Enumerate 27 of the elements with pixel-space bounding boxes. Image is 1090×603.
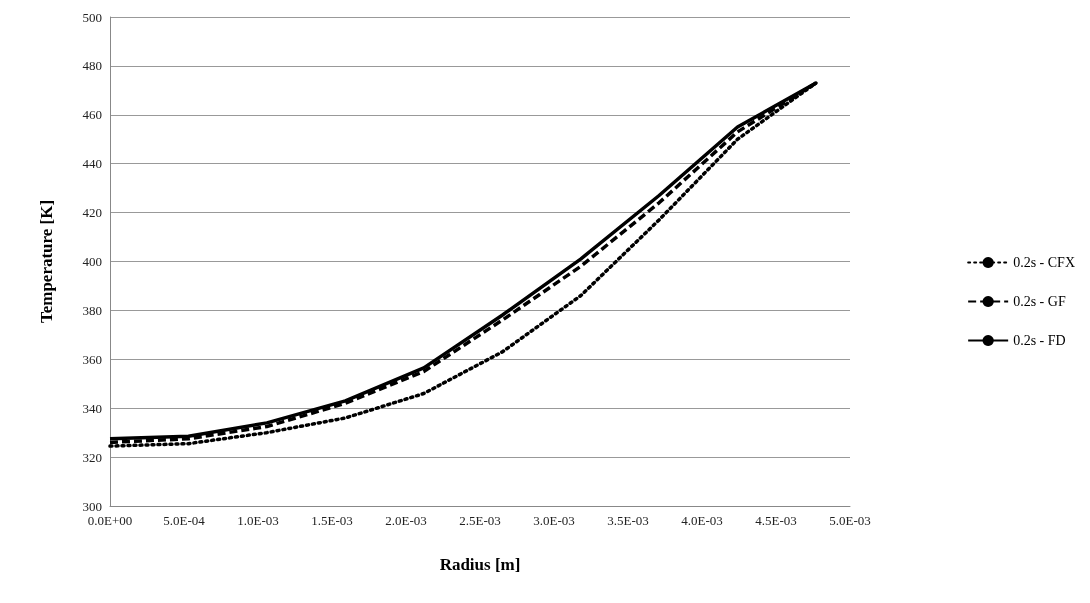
x-tick-label: 5.0E-04: [163, 513, 206, 528]
y-tick-label: 300: [82, 498, 102, 514]
x-tick-label: 3.0E-03: [533, 513, 575, 528]
x-tick-label: 2.0E-03: [385, 513, 427, 528]
legend-label: 0.2s - CFX: [1013, 255, 1076, 270]
x-tick-label: 0.0E+00: [87, 513, 133, 528]
y-tick-label: 480: [82, 58, 102, 74]
x-axis-title: Radius [m]: [439, 555, 521, 574]
y-tick-label: 460: [82, 107, 102, 123]
y-tick-label: 380: [82, 302, 102, 318]
y-tick-label: 440: [82, 156, 102, 172]
y-tick-label: 500: [82, 9, 102, 25]
y-tick-label: 360: [82, 351, 102, 367]
y-tick-label: 420: [82, 205, 102, 221]
y-tick-label: 320: [82, 449, 102, 465]
legend-label: 0.2s - GF: [1013, 294, 1066, 309]
legend-label: 0.2s - FD: [1013, 333, 1066, 348]
y-tick-label: 340: [82, 400, 102, 416]
x-tick-label: 1.0E-03: [237, 513, 279, 528]
y-axis-title: Temperature [K]: [37, 199, 56, 324]
x-tick-label: 1.5E-03: [311, 513, 353, 528]
x-tick-label: 2.5E-03: [459, 513, 501, 528]
x-tick-label: 3.5E-03: [607, 513, 649, 528]
x-tick-label: 4.0E-03: [681, 513, 723, 528]
y-tick-label: 400: [82, 254, 102, 269]
x-tick-label: 4.5E-03: [755, 513, 797, 528]
x-tick-label: 5.0E-03: [829, 513, 871, 528]
